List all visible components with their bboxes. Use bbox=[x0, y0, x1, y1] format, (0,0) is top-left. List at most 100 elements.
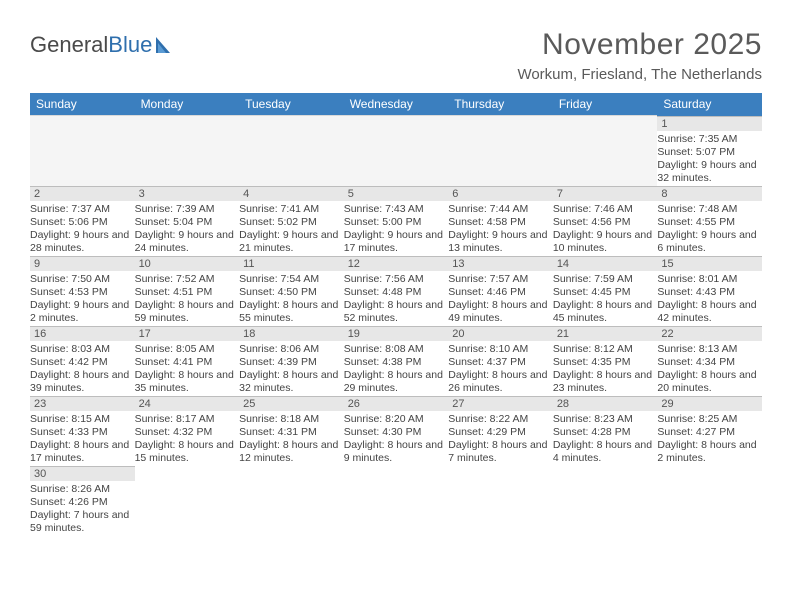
day-details: Sunrise: 8:01 AMSunset: 4:43 PMDaylight:… bbox=[657, 271, 762, 326]
calendar-cell bbox=[135, 116, 240, 186]
calendar-cell bbox=[448, 116, 553, 186]
day-number: 5 bbox=[344, 186, 449, 201]
calendar-week-row: 2Sunrise: 7:37 AMSunset: 5:06 PMDaylight… bbox=[30, 186, 762, 256]
day-number: 27 bbox=[448, 396, 553, 411]
calendar-cell bbox=[344, 116, 449, 186]
calendar-week-row: 9Sunrise: 7:50 AMSunset: 4:53 PMDaylight… bbox=[30, 256, 762, 326]
day-number: 4 bbox=[239, 186, 344, 201]
calendar-cell: 4Sunrise: 7:41 AMSunset: 5:02 PMDaylight… bbox=[239, 186, 344, 256]
calendar-week-row: 23Sunrise: 8:15 AMSunset: 4:33 PMDayligh… bbox=[30, 396, 762, 466]
calendar-cell: 14Sunrise: 7:59 AMSunset: 4:45 PMDayligh… bbox=[553, 256, 658, 326]
calendar-cell bbox=[344, 466, 449, 536]
day-number: 6 bbox=[448, 186, 553, 201]
day-details: Sunrise: 8:17 AMSunset: 4:32 PMDaylight:… bbox=[135, 411, 240, 466]
day-number: 19 bbox=[344, 326, 449, 341]
day-number: 12 bbox=[344, 256, 449, 271]
day-number: 2 bbox=[30, 186, 135, 201]
day-number: 28 bbox=[553, 396, 658, 411]
day-details: Sunrise: 8:26 AMSunset: 4:26 PMDaylight:… bbox=[30, 481, 135, 536]
day-number: 30 bbox=[30, 466, 135, 481]
weekday-header: Monday bbox=[135, 93, 240, 116]
calendar-cell: 11Sunrise: 7:54 AMSunset: 4:50 PMDayligh… bbox=[239, 256, 344, 326]
calendar-week-row: 30Sunrise: 8:26 AMSunset: 4:26 PMDayligh… bbox=[30, 466, 762, 536]
sail-icon bbox=[154, 35, 180, 55]
calendar-cell: 23Sunrise: 8:15 AMSunset: 4:33 PMDayligh… bbox=[30, 396, 135, 466]
calendar-cell bbox=[239, 466, 344, 536]
calendar-cell: 26Sunrise: 8:20 AMSunset: 4:30 PMDayligh… bbox=[344, 396, 449, 466]
calendar-table: Sunday Monday Tuesday Wednesday Thursday… bbox=[30, 93, 762, 536]
weekday-header: Friday bbox=[553, 93, 658, 116]
day-details: Sunrise: 7:43 AMSunset: 5:00 PMDaylight:… bbox=[344, 201, 449, 256]
calendar-cell: 13Sunrise: 7:57 AMSunset: 4:46 PMDayligh… bbox=[448, 256, 553, 326]
day-details: Sunrise: 8:15 AMSunset: 4:33 PMDaylight:… bbox=[30, 411, 135, 466]
day-number: 22 bbox=[657, 326, 762, 341]
day-details: Sunrise: 7:50 AMSunset: 4:53 PMDaylight:… bbox=[30, 271, 135, 326]
weekday-header: Thursday bbox=[448, 93, 553, 116]
title-block: November 2025 Workum, Friesland, The Net… bbox=[517, 28, 762, 83]
day-number: 17 bbox=[135, 326, 240, 341]
day-details: Sunrise: 7:59 AMSunset: 4:45 PMDaylight:… bbox=[553, 271, 658, 326]
day-number: 13 bbox=[448, 256, 553, 271]
calendar-cell bbox=[553, 466, 658, 536]
logo-text-blue: Blue bbox=[108, 32, 152, 58]
day-details: Sunrise: 7:57 AMSunset: 4:46 PMDaylight:… bbox=[448, 271, 553, 326]
day-number: 1 bbox=[657, 116, 762, 131]
month-title: November 2025 bbox=[517, 28, 762, 62]
calendar-cell: 8Sunrise: 7:48 AMSunset: 4:55 PMDaylight… bbox=[657, 186, 762, 256]
day-details: Sunrise: 7:48 AMSunset: 4:55 PMDaylight:… bbox=[657, 201, 762, 256]
calendar-cell: 25Sunrise: 8:18 AMSunset: 4:31 PMDayligh… bbox=[239, 396, 344, 466]
day-number: 10 bbox=[135, 256, 240, 271]
calendar-cell: 16Sunrise: 8:03 AMSunset: 4:42 PMDayligh… bbox=[30, 326, 135, 396]
day-number: 18 bbox=[239, 326, 344, 341]
calendar-cell: 3Sunrise: 7:39 AMSunset: 5:04 PMDaylight… bbox=[135, 186, 240, 256]
calendar-cell: 15Sunrise: 8:01 AMSunset: 4:43 PMDayligh… bbox=[657, 256, 762, 326]
calendar-cell: 20Sunrise: 8:10 AMSunset: 4:37 PMDayligh… bbox=[448, 326, 553, 396]
calendar-cell: 5Sunrise: 7:43 AMSunset: 5:00 PMDaylight… bbox=[344, 186, 449, 256]
day-number: 26 bbox=[344, 396, 449, 411]
calendar-cell: 2Sunrise: 7:37 AMSunset: 5:06 PMDaylight… bbox=[30, 186, 135, 256]
day-details: Sunrise: 8:22 AMSunset: 4:29 PMDaylight:… bbox=[448, 411, 553, 466]
day-details: Sunrise: 7:41 AMSunset: 5:02 PMDaylight:… bbox=[239, 201, 344, 256]
calendar-cell: 10Sunrise: 7:52 AMSunset: 4:51 PMDayligh… bbox=[135, 256, 240, 326]
weekday-header-row: Sunday Monday Tuesday Wednesday Thursday… bbox=[30, 93, 762, 116]
calendar-cell: 17Sunrise: 8:05 AMSunset: 4:41 PMDayligh… bbox=[135, 326, 240, 396]
day-details: Sunrise: 8:20 AMSunset: 4:30 PMDaylight:… bbox=[344, 411, 449, 466]
logo: GeneralBlue bbox=[30, 32, 180, 58]
calendar-cell: 19Sunrise: 8:08 AMSunset: 4:38 PMDayligh… bbox=[344, 326, 449, 396]
logo-text-general: General bbox=[30, 32, 108, 58]
calendar-cell: 1Sunrise: 7:35 AMSunset: 5:07 PMDaylight… bbox=[657, 116, 762, 186]
calendar-cell bbox=[30, 116, 135, 186]
calendar-cell: 18Sunrise: 8:06 AMSunset: 4:39 PMDayligh… bbox=[239, 326, 344, 396]
calendar-cell: 29Sunrise: 8:25 AMSunset: 4:27 PMDayligh… bbox=[657, 396, 762, 466]
calendar-cell bbox=[239, 116, 344, 186]
calendar-cell bbox=[657, 466, 762, 536]
day-number: 7 bbox=[553, 186, 658, 201]
day-details: Sunrise: 8:05 AMSunset: 4:41 PMDaylight:… bbox=[135, 341, 240, 396]
calendar-cell: 21Sunrise: 8:12 AMSunset: 4:35 PMDayligh… bbox=[553, 326, 658, 396]
calendar-cell: 24Sunrise: 8:17 AMSunset: 4:32 PMDayligh… bbox=[135, 396, 240, 466]
day-details: Sunrise: 7:52 AMSunset: 4:51 PMDaylight:… bbox=[135, 271, 240, 326]
day-details: Sunrise: 7:37 AMSunset: 5:06 PMDaylight:… bbox=[30, 201, 135, 256]
calendar-cell bbox=[135, 466, 240, 536]
day-details: Sunrise: 8:08 AMSunset: 4:38 PMDaylight:… bbox=[344, 341, 449, 396]
calendar-cell: 9Sunrise: 7:50 AMSunset: 4:53 PMDaylight… bbox=[30, 256, 135, 326]
day-details: Sunrise: 7:44 AMSunset: 4:58 PMDaylight:… bbox=[448, 201, 553, 256]
calendar-week-row: 1Sunrise: 7:35 AMSunset: 5:07 PMDaylight… bbox=[30, 116, 762, 186]
day-number: 20 bbox=[448, 326, 553, 341]
weekday-header: Wednesday bbox=[344, 93, 449, 116]
calendar-cell: 12Sunrise: 7:56 AMSunset: 4:48 PMDayligh… bbox=[344, 256, 449, 326]
calendar-cell bbox=[448, 466, 553, 536]
day-details: Sunrise: 8:18 AMSunset: 4:31 PMDaylight:… bbox=[239, 411, 344, 466]
calendar-cell: 22Sunrise: 8:13 AMSunset: 4:34 PMDayligh… bbox=[657, 326, 762, 396]
header: GeneralBlue November 2025 Workum, Friesl… bbox=[30, 28, 762, 83]
day-number: 25 bbox=[239, 396, 344, 411]
day-details: Sunrise: 7:39 AMSunset: 5:04 PMDaylight:… bbox=[135, 201, 240, 256]
location: Workum, Friesland, The Netherlands bbox=[517, 66, 762, 83]
weekday-header: Sunday bbox=[30, 93, 135, 116]
weekday-header: Tuesday bbox=[239, 93, 344, 116]
day-details: Sunrise: 8:25 AMSunset: 4:27 PMDaylight:… bbox=[657, 411, 762, 466]
calendar-cell: 6Sunrise: 7:44 AMSunset: 4:58 PMDaylight… bbox=[448, 186, 553, 256]
day-number: 16 bbox=[30, 326, 135, 341]
day-details: Sunrise: 8:13 AMSunset: 4:34 PMDaylight:… bbox=[657, 341, 762, 396]
day-details: Sunrise: 8:10 AMSunset: 4:37 PMDaylight:… bbox=[448, 341, 553, 396]
